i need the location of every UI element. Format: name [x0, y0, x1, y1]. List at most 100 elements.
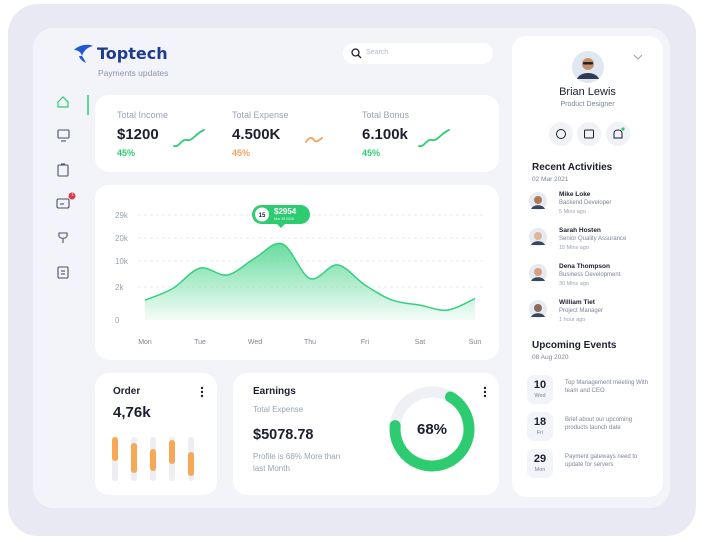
- tooltip-date: Nov 29 2020: [274, 217, 294, 221]
- action-calendar[interactable]: [577, 122, 601, 146]
- activity-avatar: [529, 300, 547, 318]
- search-icon: [351, 48, 362, 59]
- area-chart: 0 2k 10k 20k 29k Mon Tue Wed Thu Fri Sat Sun 15 $2954…: [115, 205, 485, 346]
- activity-time: 5 Mins ago: [559, 209, 586, 215]
- event-date-box: 18 Fri: [527, 412, 553, 441]
- activity-role: Backend Developer: [559, 200, 612, 206]
- y-tick-label: 0: [115, 316, 120, 325]
- chart-card: 0 2k 10k 20k 29k Mon Tue Wed Thu Fri Sat Sun 15 $2954…: [95, 185, 499, 360]
- stat-sparkline: [418, 129, 450, 148]
- sparkline-path: [305, 137, 323, 143]
- earnings-value: $5078.78: [253, 427, 314, 443]
- activity-role: Business Development: [559, 272, 621, 278]
- search-placeholder: Search: [366, 49, 389, 56]
- activity-time: 30 Mins ago: [559, 281, 589, 287]
- activity-time: 15 Mins ago: [559, 245, 589, 251]
- event-weekday: Wed: [534, 393, 546, 399]
- profile-actions: [549, 122, 630, 146]
- tooltip-day-bg: [255, 207, 269, 222]
- order-card: Order 4,76k: [95, 373, 217, 495]
- activities-title: Recent Activities: [532, 162, 613, 173]
- stat-change: 45%: [232, 148, 251, 158]
- stat-label: Total Bonus: [362, 110, 410, 120]
- event-text: Brief about our upcoming products launch…: [565, 417, 633, 432]
- event-text: Payment gateways need to update for serv…: [565, 454, 638, 469]
- search-box[interactable]: Search: [343, 43, 493, 64]
- x-tick-label: Mon: [138, 339, 152, 346]
- events-title: Upcoming Events: [532, 340, 617, 351]
- nav-wallet[interactable]: [56, 198, 70, 209]
- earnings-subtitle: Total Expense: [253, 405, 304, 414]
- avatar-body: [531, 241, 545, 245]
- nav-trophy[interactable]: [58, 232, 68, 243]
- events-date: 08 Aug 2020: [532, 354, 569, 361]
- stat-label: Total Income: [117, 110, 169, 120]
- stat-change: 45%: [117, 148, 136, 158]
- tooltip-value: $2954: [274, 207, 297, 216]
- action-payment[interactable]: [549, 122, 573, 146]
- stat-label: Total Expense: [232, 110, 289, 120]
- x-tick-label: Sun: [469, 339, 482, 346]
- earnings-title: Earnings: [253, 386, 296, 397]
- x-tick-label: Wed: [248, 339, 262, 346]
- stat-value: 4.500K: [232, 126, 281, 143]
- donut-arc: [389, 386, 475, 472]
- stat-change: 45%: [362, 148, 381, 158]
- stat-value: 6.100k: [362, 126, 408, 143]
- stats-card: Total Income $1200 45% Total Expense 4.500K 4…: [95, 95, 499, 172]
- avatar-face: [534, 304, 542, 312]
- event-day: 10: [533, 379, 547, 391]
- notification-dot: [68, 192, 76, 200]
- donut-label: 68%: [417, 421, 448, 438]
- nav-clipboard[interactable]: [57, 163, 69, 177]
- nav-home[interactable]: [57, 96, 69, 108]
- notification-count: 1: [71, 192, 74, 197]
- activity-avatar: [529, 228, 547, 246]
- tooltip-day: 15: [259, 213, 266, 219]
- brand-subtitle: Payments updates: [98, 68, 169, 78]
- activity-role: Project Manager: [559, 308, 604, 314]
- earnings-menu[interactable]: [482, 386, 488, 398]
- donut-chart: [389, 386, 475, 472]
- nav-monitor[interactable]: [57, 129, 70, 142]
- order-value: 4,76k: [113, 404, 151, 421]
- event-day: 29: [533, 453, 547, 465]
- y-tick-label: 20k: [115, 234, 129, 243]
- activity-name: Mike Loke: [559, 191, 591, 198]
- x-tick-label: Thu: [304, 339, 316, 346]
- stat-sparkline: [305, 137, 323, 143]
- x-tick-label: Fri: [361, 339, 370, 346]
- brand-name: Toptech: [97, 44, 168, 63]
- profile-dropdown[interactable]: [633, 54, 643, 60]
- activity-name: Sarah Hosten: [559, 227, 601, 234]
- order-title: Order: [113, 386, 141, 397]
- sparkline-path: [418, 129, 450, 148]
- sidebar: [56, 95, 89, 279]
- y-tick-label: 2k: [115, 283, 124, 292]
- event-day: 18: [533, 416, 547, 428]
- order-menu[interactable]: [199, 386, 205, 398]
- sparkline-path: [173, 129, 205, 148]
- area-fill: [145, 243, 475, 320]
- avatar-body: [531, 205, 545, 209]
- event-date-box: 10 Wed: [527, 375, 553, 404]
- event-date-box: 29 Mon: [527, 449, 553, 478]
- area-line: [144, 242, 476, 312]
- y-tick-label: 29k: [115, 211, 129, 220]
- avatar-body: [531, 313, 545, 317]
- action-notifications[interactable]: [606, 122, 630, 146]
- avatar-face: [534, 196, 542, 204]
- activity-time: 1 hour ago: [559, 317, 586, 323]
- avatar-face: [534, 268, 542, 276]
- order-bars: [112, 437, 194, 481]
- event-text: Top Management meeting With team and CEO: [565, 380, 649, 395]
- activity-name: William Tiet: [559, 299, 595, 306]
- activities-date: 02 Mar 2021: [532, 176, 569, 183]
- activity-name: Dena Thompson: [559, 263, 610, 270]
- activity-avatar: [529, 264, 547, 282]
- tooltip-pointer: [277, 224, 285, 228]
- nav-document[interactable]: [57, 266, 69, 279]
- profile-name: Brian Lewis: [559, 86, 616, 98]
